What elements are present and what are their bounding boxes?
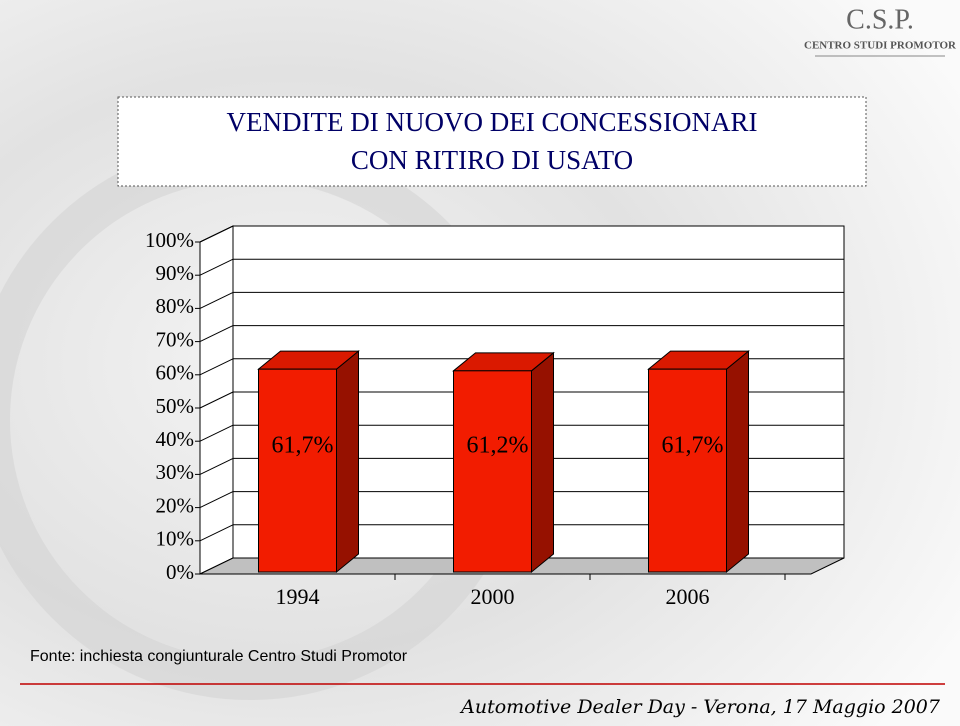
source-note: Fonte: inchiesta congiunturale Centro St… [30, 648, 408, 665]
y-tick-label: 80% [156, 294, 195, 318]
y-tick-label: 30% [156, 460, 195, 484]
bar-side [336, 350, 359, 574]
logo-subtitle: CENTRO STUDI PROMOTOR [804, 40, 957, 52]
y-tick-label: 20% [156, 493, 195, 517]
value-label: 61,7% [272, 433, 334, 459]
chart-title: CON RITIRO DI USATO [351, 145, 633, 175]
grid-line [199, 225, 234, 243]
y-tick-label: 40% [156, 427, 195, 451]
grid-line [199, 391, 234, 409]
x-tick-label: 2000 [471, 584, 515, 609]
x-tick-label: 1994 [276, 584, 320, 609]
plot: 0% 10% 20% 30% 40% 50% 60% 70% 80% 90% 100% 61,7% 19… [145, 225, 845, 609]
bar [453, 370, 532, 573]
title-box [117, 96, 867, 187]
y-tick-label: 90% [156, 261, 195, 285]
grid-line [199, 524, 234, 542]
bar-side [726, 350, 749, 574]
grid-line [199, 491, 234, 509]
value-label: 61,7% [662, 433, 724, 459]
logo-name: C.S.P. [846, 4, 914, 35]
grid-line [199, 291, 234, 309]
grid-line [199, 325, 234, 343]
x-tick-label: 2006 [666, 584, 710, 609]
bar [648, 368, 727, 573]
grid-line [199, 258, 234, 276]
grid-line [199, 457, 234, 475]
y-tick-label: 70% [156, 327, 195, 351]
y-tick-label: 60% [156, 361, 195, 385]
chart-title: VENDITE DI NUOVO DEI CONCESSIONARI [227, 107, 758, 137]
y-tick-label: 50% [156, 394, 195, 418]
bar [258, 368, 337, 573]
footer: Automotive Dealer Day - Verona, 17 Maggi… [459, 696, 941, 718]
y-tick-label: 100% [145, 228, 194, 252]
bar-side [531, 351, 554, 574]
y-tick-label: 0% [166, 560, 194, 584]
grid-line [199, 358, 234, 376]
value-label: 61,2% [467, 433, 529, 459]
y-tick-label: 10% [156, 527, 195, 551]
grid-line [199, 424, 234, 442]
